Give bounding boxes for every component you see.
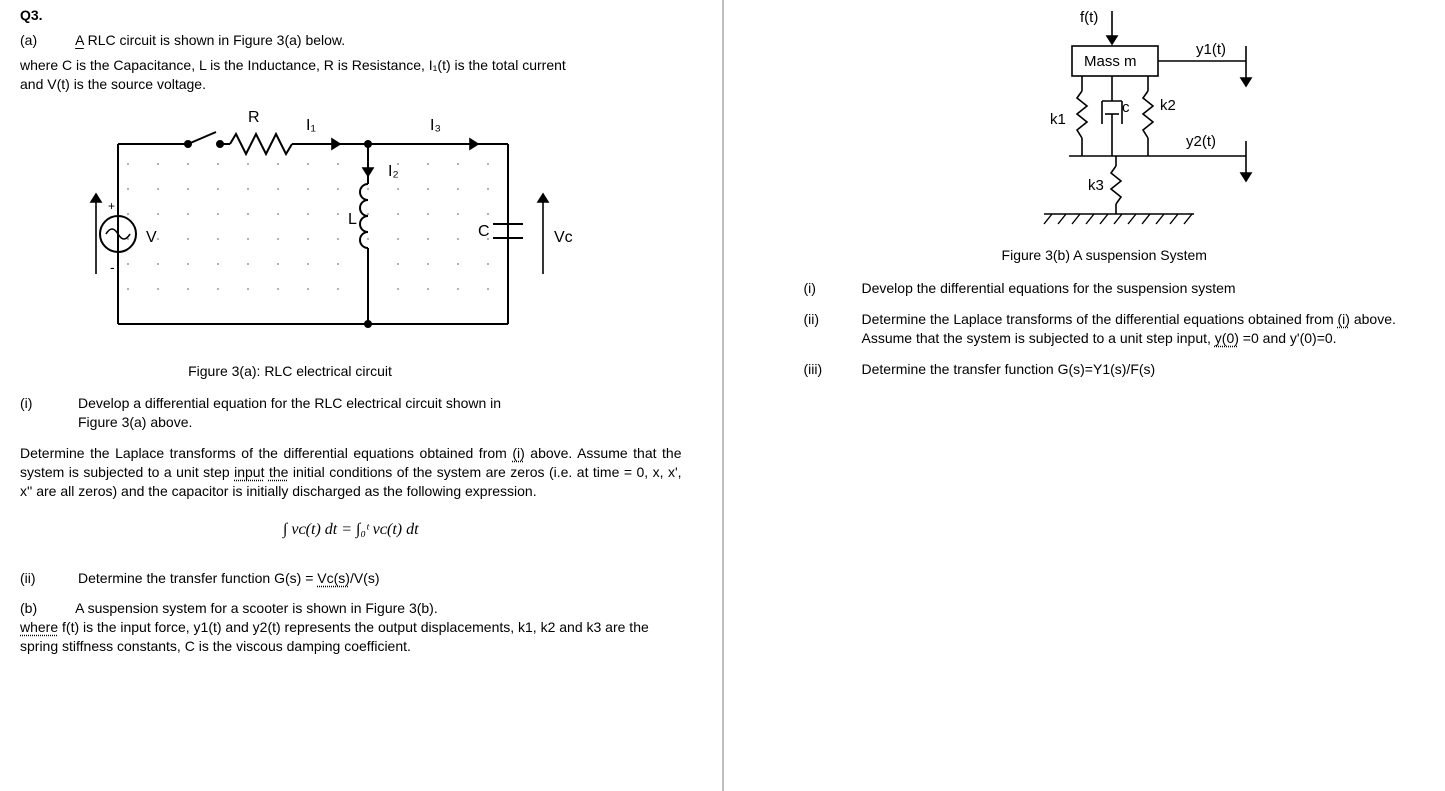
lap-iword: (i) xyxy=(512,445,524,461)
ii-vc: Vᴄ(s) xyxy=(317,570,350,586)
right-column: f(t) Mass m y1(t) k1 c k2 y2(t) k3 Figur… xyxy=(723,0,1445,791)
label-V: V xyxy=(146,229,157,246)
question-label: Q3. xyxy=(20,6,682,25)
left-ii-label: (ii) xyxy=(20,569,50,588)
lap-input: input xyxy=(234,464,264,480)
label-y2: y2(t) xyxy=(1186,133,1216,150)
label-ft: f(t) xyxy=(1080,9,1098,26)
right-ii-label: (ii) xyxy=(804,310,834,348)
integral-expression: ∫ vᴄ(t) dt = ∫₀ᵗ vᴄ(t) dt xyxy=(20,519,682,541)
ii-post: /V(s) xyxy=(350,570,380,586)
part-b-where: where xyxy=(20,619,58,635)
lap-the: the xyxy=(269,464,288,480)
svg-text:+: + xyxy=(108,199,115,213)
right-item-iii: (iii) Determine the transfer function G(… xyxy=(804,360,1406,379)
svg-text:-: - xyxy=(110,259,115,275)
rii-iword: (i) xyxy=(1338,311,1350,327)
label-Vc: Vᴄ xyxy=(554,229,573,246)
part-a-label: (a) xyxy=(20,31,72,50)
label-R: R xyxy=(248,109,260,126)
ii-pre: Determine the transfer function G(s) = xyxy=(78,570,317,586)
label-k1: k1 xyxy=(1050,111,1066,128)
label-k2: k2 xyxy=(1160,97,1176,114)
laplace-paragraph: Determine the Laplace transforms of the … xyxy=(20,444,682,501)
left-item-ii: (ii) Determine the transfer function G(s… xyxy=(20,569,682,588)
part-b-line1: A suspension system for a scooter is sho… xyxy=(75,600,438,616)
suspension-caption: Figure 3(b) A suspension System xyxy=(894,246,1314,265)
label-k3: k3 xyxy=(1088,177,1104,194)
part-b-label: (b) xyxy=(20,599,72,618)
label-I1: I₁ xyxy=(306,117,316,134)
left-i-label: (i) xyxy=(20,394,50,432)
label-I2: I₂ xyxy=(388,163,399,180)
rlc-caption: Figure 3(a): RLC electrical circuit xyxy=(20,362,560,381)
label-L: L xyxy=(348,211,357,228)
right-item-ii: (ii) Determine the Laplace transforms of… xyxy=(804,310,1406,348)
part-a-intro-text2: RLC circuit is shown in Figure 3(a) belo… xyxy=(88,32,346,48)
suspension-figure: f(t) Mass m y1(t) k1 c k2 y2(t) k3 xyxy=(894,6,1314,236)
right-ii-text: Determine the Laplace transforms of the … xyxy=(862,310,1406,348)
right-i-text: Develop the differential equations for t… xyxy=(862,279,1406,298)
part-b-block: (b) A suspension system for a scooter is… xyxy=(20,599,660,656)
definitions-paragraph: where C is the Capacitance, L is the Ind… xyxy=(20,56,580,94)
label-c: c xyxy=(1122,99,1130,116)
lap-pre: Determine the Laplace transforms of the … xyxy=(20,445,512,461)
rii-post: =0 and y'(0)=0. xyxy=(1239,330,1337,346)
right-iii-text: Determine the transfer function G(s)=Y1(… xyxy=(862,360,1406,379)
label-I3: I₃ xyxy=(430,117,441,134)
label-C: C xyxy=(478,223,490,240)
part-a-intro-a: A xyxy=(75,32,84,48)
label-mass: Mass m xyxy=(1084,53,1137,70)
right-i-label: (i) xyxy=(804,279,834,298)
rlc-circuit-figure: R I₁ I₃ I₂ L C V Vᴄ + - xyxy=(48,104,588,354)
label-y1: y1(t) xyxy=(1196,41,1226,58)
left-item-i: (i) Develop a differential equation for … xyxy=(20,394,682,432)
rii-y0: y(0) xyxy=(1215,330,1239,346)
left-ii-text: Determine the transfer function G(s) = V… xyxy=(78,569,682,588)
part-a-intro-row: (a) A RLC circuit is shown in Figure 3(a… xyxy=(20,31,682,50)
page-root: Q3. (a) A RLC circuit is shown in Figure… xyxy=(0,0,1445,791)
right-iii-label: (iii) xyxy=(804,360,834,379)
right-item-i: (i) Develop the differential equations f… xyxy=(804,279,1406,298)
left-column: Q3. (a) A RLC circuit is shown in Figure… xyxy=(0,0,723,791)
left-i-text: Develop a differential equation for the … xyxy=(78,394,682,432)
part-b-rest: f(t) is the input force, y1(t) and y2(t)… xyxy=(20,619,649,654)
rii-pre: Determine the Laplace transforms of the … xyxy=(862,311,1338,327)
